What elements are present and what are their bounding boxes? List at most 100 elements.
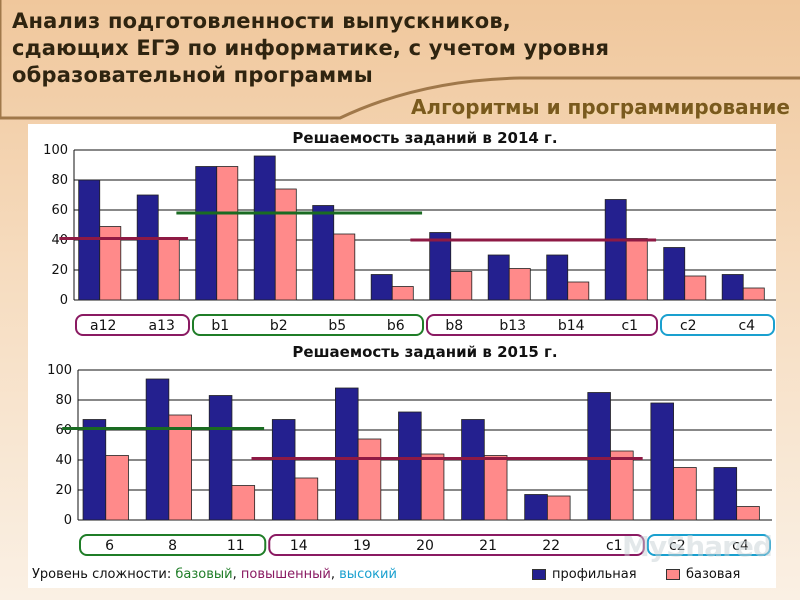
header-curve-line: [0, 76, 800, 120]
chart2-y-tick-label: 100: [47, 363, 72, 378]
chart1-bar-profile-b5: [312, 205, 335, 301]
chart1-x-tick-label: b8: [445, 318, 463, 334]
chart1-bar-basic-b14: [567, 281, 590, 301]
chart1-bar-basic-b6: [391, 286, 414, 301]
chart1-x-tick-label: а13: [149, 318, 175, 334]
chart2-bar-profile-c2: [650, 402, 674, 521]
header-decoration: [0, 0, 800, 120]
page-title-line-2: сдающих ЕГЭ по информатике, с учетом уро…: [12, 36, 610, 60]
chart1-x-tick-label: b14: [558, 318, 585, 334]
chart1-bar-profile-b6: [370, 274, 393, 301]
legend-row: Уровень сложности: базовый, повышенный, …: [30, 566, 770, 584]
chart1-bar-profile-b2: [253, 155, 276, 301]
chart1-bar-basic-а12: [99, 226, 122, 301]
page-title-line-1: Анализ подготовленности выпускников,: [12, 9, 511, 33]
chart1-bar-profile-а13: [136, 194, 159, 301]
chart1-y-tick-label: 20: [51, 263, 68, 278]
chart2-bar-profile-21: [461, 419, 485, 521]
chart2-x-tick-label: c1: [606, 538, 623, 554]
chart1-bar-profile-b13: [487, 254, 510, 301]
watermark-text: MyShared: [622, 530, 773, 563]
chart1-bar-basic-b5: [333, 233, 356, 301]
chart2-bar-basic-c2: [673, 467, 697, 521]
chart2-bar-profile-8: [145, 378, 170, 521]
chart2-bar-profile-14: [271, 419, 296, 521]
chart1-x-tick-label: b5: [328, 318, 346, 334]
difficulty-sep-2: ,: [330, 567, 335, 582]
chart2-x-tick-label: c4: [732, 538, 749, 554]
chart1-x-tick-label: b1: [211, 318, 229, 334]
chart1-bar-profile-c4: [721, 274, 744, 301]
chart-2015-panel: Решаемость заданий в 2015 г. 0 20 40 60 80 100…: [28, 338, 776, 588]
chart2-x-tick-label: 22: [542, 538, 560, 554]
chart2-x-tick-label: 8: [168, 538, 177, 554]
chart1-bar-profile-b8: [429, 232, 452, 301]
chart2-bar-basic-c4: [736, 506, 760, 521]
legend-label-profile: профильная: [552, 567, 637, 582]
chart2-y-tick-label: 80: [55, 393, 72, 408]
chart2-bar-basic-14: [294, 477, 319, 521]
chart2-y-tick-label: 40: [55, 453, 72, 468]
chart2-title: Решаемость заданий в 2015 г.: [292, 343, 557, 361]
chart1-level-group-box: [660, 314, 775, 336]
chart1-title: Решаемость заданий в 2014 г.: [292, 129, 557, 147]
chart1-x-tick-label: c1: [621, 318, 638, 334]
chart1-bar-profile-b14: [546, 254, 569, 301]
chart1-x-tick-label: c4: [738, 318, 755, 334]
legend-label-basic: базовая: [686, 567, 741, 582]
chart2-bar-profile-20: [398, 411, 422, 521]
chart2-bar-profile-22: [524, 494, 548, 521]
chart2-bar-basic-6: [105, 455, 129, 521]
chart2-x-tick-label: 20: [416, 538, 434, 554]
chart1-bar-basic-а13: [157, 238, 180, 301]
legend-swatch-profile: [532, 569, 546, 580]
chart2-bar-basic-20: [420, 453, 445, 521]
chart1-bar-profile-c2: [663, 247, 686, 301]
chart1-x-tick-label: а12: [90, 318, 116, 334]
legend-item-basic: базовая: [666, 567, 740, 582]
difficulty-high: высокий: [339, 567, 397, 582]
chart2-x-tick-label: c2: [669, 538, 686, 554]
chart2-x-tick-label: 6: [105, 538, 114, 554]
chart1-bar-basic-b13: [508, 268, 531, 301]
difficulty-legend: Уровень сложности: базовый, повышенный, …: [32, 567, 397, 582]
chart1-y-tick-label: 60: [51, 203, 68, 218]
chart-2015: Решаемость заданий в 2015 г. 0 20 40 60 80 100…: [47, 343, 772, 556]
chart1-level-group-box: [426, 314, 658, 336]
chart2-bar-basic-21: [483, 455, 508, 521]
legend-swatch-basic: [666, 569, 680, 580]
difficulty-prefix: Уровень сложности:: [32, 567, 172, 582]
chart2-x-tick-label: 21: [479, 538, 497, 554]
chart2-bar-basic-22: [546, 495, 571, 521]
difficulty-sep-1: ,: [232, 567, 237, 582]
chart2-bar-basic-c1: [610, 450, 634, 521]
chart2-y-tick-label: 20: [55, 483, 72, 498]
page-title-line-3: образовательной программы: [12, 63, 373, 87]
chart1-bar-basic-b8: [450, 271, 473, 301]
chart1-bar-basic-b2: [274, 188, 297, 301]
chart2-bar-profile-11: [208, 395, 233, 521]
chart1-y-tick-label: 80: [51, 173, 68, 188]
chart1-y-tick-label: 40: [51, 233, 68, 248]
difficulty-mid: повышенный: [240, 567, 331, 582]
chart2-level-group-box: [646, 534, 771, 556]
chart1-level-group-box: [75, 314, 190, 336]
chart2-bar-basic-8: [168, 414, 192, 521]
chart2-bar-profile-c4: [713, 467, 738, 521]
chart1-bar-basic-c1: [625, 238, 648, 301]
chart2-bar-profile-6: [82, 419, 107, 521]
chart1-y-tick-label: 0: [60, 293, 68, 308]
chart2-level-group-box: [79, 534, 267, 556]
chart2-x-tick-label: 14: [290, 538, 308, 554]
chart2-bar-profile-c1: [587, 392, 611, 521]
chart2-x-tick-label: 19: [353, 538, 371, 554]
chart2-bar-basic-19: [357, 438, 382, 521]
chart1-y-tick-label: 100: [43, 143, 68, 158]
difficulty-base: базовый: [175, 567, 233, 582]
chart1-x-tick-label: b6: [387, 318, 405, 334]
chart2-x-tick-label: 11: [227, 538, 245, 554]
chart1-bar-basic-c2: [684, 275, 707, 301]
chart2-y-tick-label: 0: [64, 513, 72, 528]
chart1-bar-profile-b1: [195, 166, 218, 301]
page-title: Анализ подготовленности выпускников, сда…: [12, 8, 712, 89]
